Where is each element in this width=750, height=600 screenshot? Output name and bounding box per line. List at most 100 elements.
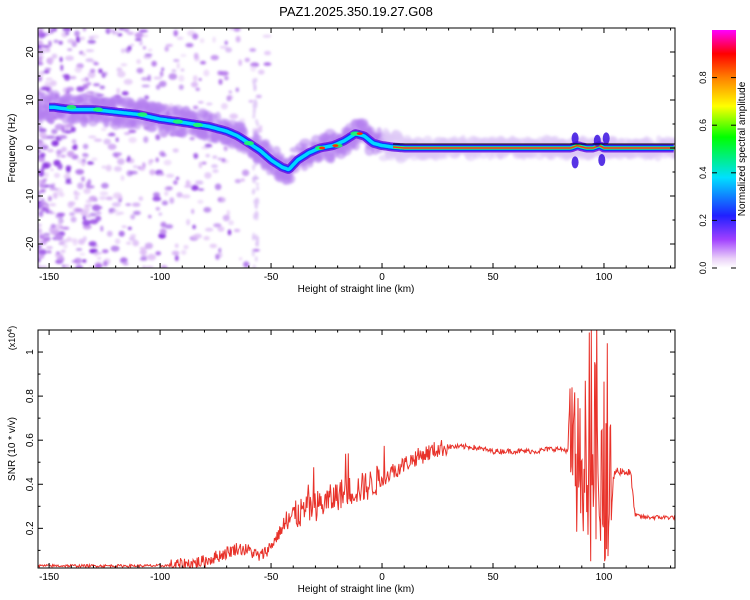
noise-blob: [38, 62, 44, 66]
disturbance-blob: [571, 132, 579, 145]
noise-blob: [93, 83, 100, 87]
colorbar-tick-label: 0.6: [698, 119, 708, 132]
noise-blob: [144, 53, 153, 57]
noise-blob: [164, 224, 174, 229]
noise-blob: [262, 34, 272, 38]
noise-blob: [66, 236, 72, 242]
noise-blob: [178, 75, 185, 82]
noise-blob: [186, 179, 190, 186]
noise-blob: [49, 187, 59, 191]
noise-blob: [114, 238, 121, 245]
noise-blob: [117, 158, 125, 165]
spectrogram-x-tick-label: 100: [596, 272, 613, 283]
disturbance-blob: [602, 132, 610, 145]
colorbar-tick-label: 0.8: [698, 71, 708, 84]
noise-blob: [148, 214, 152, 219]
noise-blob: [118, 211, 125, 215]
noise-blob: [189, 136, 195, 141]
noise-blob: [58, 192, 65, 197]
noise-blob: [221, 103, 228, 110]
snr-x-tick-label: -50: [264, 572, 279, 583]
noise-blob: [98, 206, 103, 209]
ridge-hotspot: [350, 131, 361, 136]
noise-blob: [223, 145, 228, 152]
snr-y-tick-label: 0.4: [25, 477, 36, 491]
noise-blob: [110, 245, 120, 252]
noise-blob: [122, 262, 129, 266]
noise-blob: [218, 78, 223, 85]
noise-blob: [192, 224, 196, 230]
noise-blob: [191, 208, 195, 215]
ridge-hotspot: [66, 105, 77, 110]
noise-blob: [111, 209, 120, 213]
noise-blob: [252, 164, 256, 171]
noise-blob: [164, 191, 169, 197]
ridge-hotspot: [243, 141, 254, 146]
noise-blob: [38, 253, 45, 260]
noise-blob: [138, 196, 144, 201]
noise-blob: [38, 228, 43, 234]
noise-blob: [252, 232, 256, 240]
noise-blob: [133, 210, 141, 216]
spectrogram-y-tick-label: -10: [25, 188, 36, 203]
noise-blob: [75, 36, 81, 43]
noise-blob: [186, 219, 191, 226]
noise-blob: [93, 62, 99, 66]
noise-blob: [149, 169, 156, 176]
noise-blob: [251, 249, 255, 257]
noise-blob: [120, 63, 128, 67]
noise-blob: [88, 195, 98, 202]
noise-blob: [128, 236, 136, 242]
noise-blob: [155, 84, 161, 90]
noise-blob: [49, 203, 57, 207]
snr-plot-area: [38, 330, 675, 568]
noise-blob: [217, 252, 223, 258]
noise-blob: [141, 84, 150, 88]
noise-blob: [178, 84, 184, 90]
noise-blob: [125, 47, 131, 53]
noise-blob: [42, 178, 47, 181]
noise-blob: [53, 28, 57, 32]
noise-blob: [228, 90, 232, 94]
noise-blob: [105, 164, 112, 172]
snr-x-tick-label: 0: [379, 572, 385, 583]
noise-blob: [72, 239, 78, 246]
noise-blob: [254, 79, 257, 83]
noise-blob: [98, 68, 103, 74]
noise-blob: [139, 249, 147, 255]
noise-blob: [38, 200, 42, 204]
noise-blob: [222, 214, 230, 222]
noise-blob: [147, 253, 157, 261]
noise-blob: [86, 185, 95, 189]
noise-blob: [254, 101, 258, 105]
noise-blob: [229, 113, 239, 120]
noise-blob: [241, 169, 250, 177]
noise-blob: [81, 176, 85, 182]
noise-blob: [224, 40, 228, 45]
noise-blob: [82, 143, 89, 150]
noise-blob: [152, 196, 162, 202]
noise-blob: [99, 191, 109, 196]
noise-blob: [193, 153, 198, 157]
colorbar-tick-label: 0.4: [698, 167, 708, 180]
noise-blob: [71, 260, 78, 263]
noise-blob: [81, 52, 86, 57]
noise-blob: [192, 105, 199, 110]
spectrogram-y-tick-label: 10: [25, 94, 36, 106]
noise-blob: [173, 30, 178, 37]
noise-blob: [145, 265, 154, 268]
noise-blob: [139, 40, 143, 46]
noise-blob: [99, 85, 106, 90]
noise-blob: [204, 143, 213, 148]
noise-blob: [42, 45, 50, 48]
noise-blob: [123, 78, 133, 85]
noise-blob: [50, 168, 54, 171]
noise-blob: [165, 44, 173, 47]
noise-blob: [71, 139, 77, 144]
noise-blob: [101, 182, 109, 189]
disturbance-blob: [598, 154, 606, 166]
noise-blob: [212, 155, 218, 159]
halo-blob: [272, 152, 285, 160]
noise-blob: [45, 246, 53, 250]
noise-blob: [40, 265, 48, 268]
